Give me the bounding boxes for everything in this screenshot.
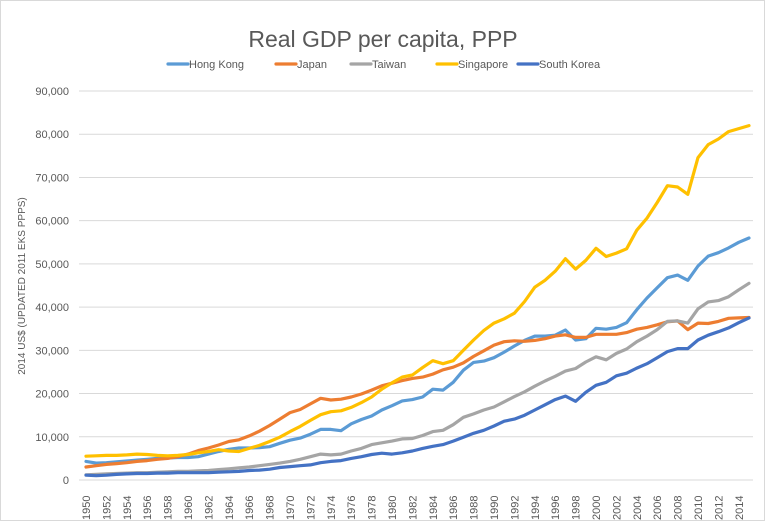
- y-tick-label: 80,000: [35, 129, 69, 141]
- x-tick-label: 1952: [101, 496, 113, 520]
- x-tick-label: 1986: [448, 496, 460, 520]
- x-tick-label: 1992: [509, 496, 521, 520]
- series-line-south-korea: [84, 316, 751, 478]
- x-tick-label: 1976: [346, 496, 358, 520]
- x-tick-label: 1972: [305, 496, 317, 520]
- x-tick-label: 1982: [407, 496, 419, 520]
- x-tick-label: 1956: [142, 496, 154, 520]
- x-tick-label: 2002: [611, 496, 623, 520]
- x-tick-label: 2010: [693, 496, 705, 520]
- x-tick-label: 1974: [326, 496, 338, 520]
- x-tick-label: 1990: [489, 496, 501, 520]
- legend-item: Taiwan: [349, 59, 406, 71]
- legend-label: Taiwan: [372, 59, 406, 71]
- x-tick-label: 2014: [734, 496, 746, 520]
- series-line-singapore: [84, 124, 751, 458]
- y-tick-label: 50,000: [35, 259, 69, 271]
- legend-item: Japan: [274, 59, 327, 71]
- y-tick-label: 30,000: [35, 345, 69, 357]
- x-tick-label: 2000: [591, 496, 603, 520]
- y-tick-label: 20,000: [35, 389, 69, 401]
- x-tick-label: 2008: [673, 496, 685, 520]
- x-tick-label: 2012: [713, 496, 725, 520]
- chart-title: Real GDP per capita, PPP: [248, 26, 517, 52]
- x-tick-label: 1954: [122, 496, 134, 520]
- series-line-japan: [84, 315, 751, 469]
- y-tick-label: 70,000: [35, 172, 69, 184]
- x-tick-label: 1978: [367, 496, 379, 520]
- legend-label: Singapore: [458, 59, 508, 71]
- y-axis-label: 2014 US$ (UPDATED 2011 EKS PPPS): [17, 197, 28, 375]
- x-tick-label: 2004: [632, 496, 644, 520]
- legend-label: South Korea: [539, 59, 601, 71]
- x-tick-label: 1960: [183, 496, 195, 520]
- y-tick-label: 0: [63, 475, 69, 487]
- series-lines: [84, 124, 751, 478]
- x-tick-label: 1984: [428, 496, 440, 520]
- x-tick-label: 1994: [530, 496, 542, 520]
- x-tick-label: 1980: [387, 496, 399, 520]
- x-tick-label: 2006: [652, 496, 664, 520]
- y-tick-label: 60,000: [35, 216, 69, 228]
- y-tick-label: 90,000: [35, 86, 69, 98]
- series-line-taiwan: [84, 281, 751, 477]
- x-tick-label: 1970: [285, 496, 297, 520]
- x-tick-label: 1996: [550, 496, 562, 520]
- series-line-hong-kong: [84, 236, 751, 465]
- legend-item: Singapore: [435, 59, 508, 71]
- legend-label: Hong Kong: [189, 59, 244, 71]
- y-axis-ticks: 0 10,000 20,000 30,000 40,000 50,000 60,000 70,…: [35, 86, 69, 487]
- x-axis-ticks: 1950 1952 1954 1956 1958 1960 1962 1964 1966 1968…: [81, 496, 746, 520]
- x-tick-label: 1962: [203, 496, 215, 520]
- x-tick-label: 1950: [81, 496, 93, 520]
- gridlines: [79, 90, 753, 481]
- legend-label: Japan: [297, 59, 327, 71]
- y-tick-label: 40,000: [35, 302, 69, 314]
- y-tick-label: 10,000: [35, 432, 69, 444]
- x-tick-label: 1958: [163, 496, 175, 520]
- legend-item: Hong Kong: [166, 59, 244, 71]
- legend: Hong Kong Japan Taiwan Singapore South Korea: [166, 59, 601, 71]
- x-tick-label: 1964: [224, 496, 236, 520]
- x-tick-label: 1968: [265, 496, 277, 520]
- x-tick-label: 1998: [571, 496, 583, 520]
- legend-item: South Korea: [516, 59, 601, 71]
- x-tick-label: 1988: [469, 496, 481, 520]
- x-tick-label: 1966: [244, 496, 256, 520]
